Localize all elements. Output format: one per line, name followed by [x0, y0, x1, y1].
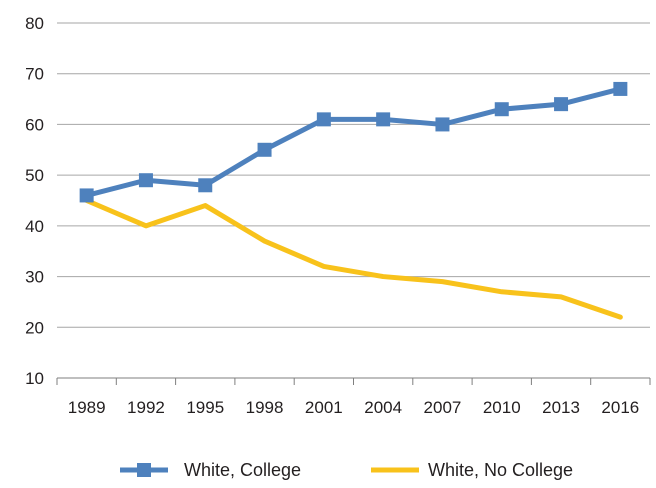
y-tick-label: 80	[25, 14, 44, 33]
data-point-marker	[494, 102, 509, 117]
x-tick-label: 1995	[186, 398, 224, 417]
x-tick-label: 2007	[424, 398, 462, 417]
series-line-1	[84, 198, 623, 320]
data-point-marker	[316, 112, 331, 127]
data-point-marker	[376, 112, 391, 127]
x-tick-label: 1998	[246, 398, 284, 417]
x-tick-label: 2004	[364, 398, 402, 417]
y-tick-label: 60	[25, 115, 44, 134]
y-tick-label: 10	[25, 369, 44, 388]
x-tick-label: 2016	[601, 398, 639, 417]
axes: 10 20 30 40 50 60 70 80 1989 1992 1995 1998 2001 2004…	[25, 14, 651, 417]
y-tick-label: 20	[25, 318, 44, 337]
data-point-marker	[435, 117, 450, 132]
y-tick-label: 50	[25, 166, 44, 185]
x-tick-label: 2001	[305, 398, 343, 417]
x-tick-label: 2013	[542, 398, 580, 417]
gridlines	[57, 22, 650, 328]
data-point-marker	[198, 178, 213, 193]
data-point-marker	[138, 173, 153, 188]
legend-label: White, No College	[428, 460, 573, 480]
series-line-0	[84, 86, 623, 198]
data-point-marker	[257, 142, 272, 157]
x-tick-label: 2010	[483, 398, 521, 417]
x-tick-label: 1992	[127, 398, 165, 417]
data-point-marker	[79, 188, 94, 203]
legend: White, College White, No College	[120, 460, 573, 480]
y-tick-label: 40	[25, 217, 44, 236]
y-tick-label: 70	[25, 65, 44, 84]
series-lines	[79, 81, 628, 320]
data-point-marker	[613, 81, 628, 96]
x-tick-label: 1989	[68, 398, 106, 417]
data-point-marker	[554, 97, 569, 112]
legend-label: White, College	[184, 460, 301, 480]
legend-swatch-marker	[137, 463, 151, 477]
y-tick-label: 30	[25, 268, 44, 287]
